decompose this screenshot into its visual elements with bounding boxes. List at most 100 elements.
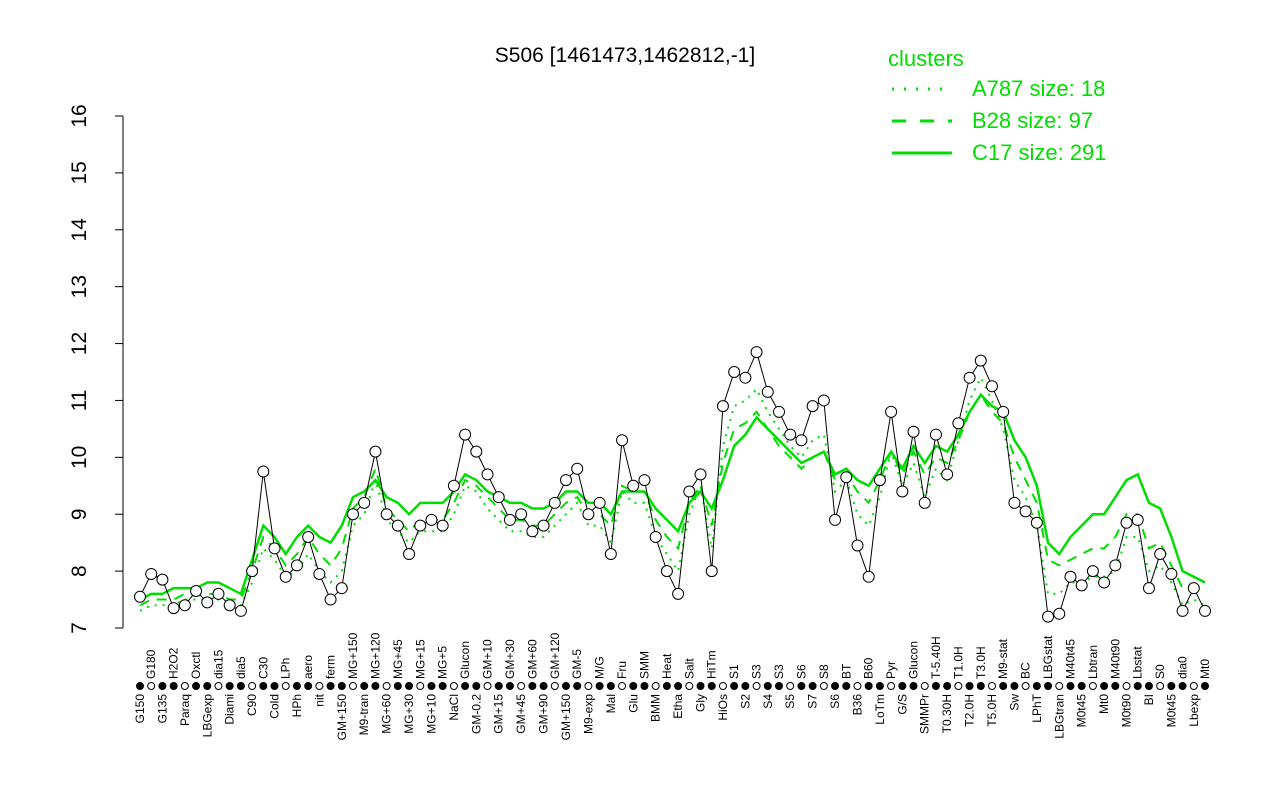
rug-point	[909, 682, 918, 690]
data-point	[716, 400, 729, 413]
rug-point	[505, 682, 514, 690]
rug-point	[763, 682, 772, 690]
data-point	[638, 474, 651, 487]
data-point	[593, 496, 606, 509]
rug-point	[786, 682, 795, 690]
data-point	[1199, 604, 1211, 617]
data-point	[414, 519, 427, 532]
rug-point	[281, 682, 290, 690]
x-tick-label: M/G	[593, 656, 607, 679]
x-tick-label: M0t90	[1120, 694, 1134, 728]
y-tick-label: 14	[68, 218, 91, 242]
x-tick-label: T5.0H	[985, 694, 999, 727]
x-tick-label: GM+15	[492, 694, 506, 734]
x-tick-label: dia0	[1176, 656, 1190, 679]
x-tick-label: BT	[839, 663, 853, 679]
rug-point	[136, 682, 144, 690]
rug-point	[707, 682, 716, 690]
data-point	[470, 445, 483, 458]
x-tick-label: M9-exp	[581, 694, 595, 734]
y-tick-label: 16	[68, 104, 91, 127]
x-tick-label: SMM	[637, 651, 651, 679]
rug-point	[1156, 682, 1165, 690]
data-point	[616, 434, 629, 447]
rug-point	[393, 682, 402, 690]
x-tick-label: S6	[794, 664, 808, 679]
x-tick-label: MG+150	[346, 632, 360, 679]
x-tick-label: Lbstat	[1131, 646, 1145, 679]
data-point	[672, 587, 685, 600]
rug-point	[169, 682, 178, 690]
rug-point	[304, 682, 313, 690]
x-tick-label: GM+150	[335, 694, 349, 741]
x-tick-label: S1	[727, 664, 741, 679]
rug-point	[483, 682, 492, 690]
rug-point	[640, 682, 649, 690]
x-tick-label: ferm	[324, 655, 338, 679]
data-point	[571, 462, 584, 475]
legend-entry-c17: C17 size: 291	[892, 138, 1107, 168]
x-tick-label: G180	[144, 649, 158, 679]
x-tick-label: BC	[1019, 662, 1033, 679]
y-tick-label: 9	[68, 508, 91, 520]
rug-point	[752, 682, 761, 690]
x-tick-label: Glucon	[458, 641, 472, 679]
data-point	[178, 599, 191, 612]
rug-point	[584, 682, 593, 690]
rug-point	[1133, 682, 1142, 690]
rug-point	[472, 682, 481, 690]
data-point	[627, 479, 640, 492]
legend-entry-b28: B28 size: 97	[892, 106, 1107, 136]
x-tick-label: GM+120	[548, 632, 562, 679]
rug-point	[1167, 682, 1176, 690]
data-point	[1109, 559, 1122, 572]
rug-point	[1189, 682, 1198, 690]
data-point	[537, 519, 550, 532]
rug-point	[416, 682, 425, 690]
rug-point	[405, 682, 414, 690]
rug-point	[696, 682, 705, 690]
data-point	[234, 604, 247, 617]
x-tick-label: M40t90	[1108, 639, 1122, 679]
series-line-b28	[139, 392, 1206, 607]
x-tick-label: S3	[750, 664, 764, 679]
data-point	[829, 513, 842, 526]
x-tick-label: MG+5	[436, 646, 450, 679]
data-point	[403, 548, 416, 561]
x-tick-label: M9-tran	[357, 694, 371, 735]
data-point	[369, 445, 382, 458]
x-tick-label: M0t45	[1075, 694, 1089, 728]
data-point	[907, 425, 920, 438]
x-tick-label: MG+15	[413, 639, 427, 679]
x-tick-label: B36	[850, 694, 864, 716]
legend-label: A787 size: 18	[972, 76, 1106, 101]
rug-point	[853, 682, 862, 690]
rug-point	[875, 682, 884, 690]
x-tick-label: dia15	[211, 649, 225, 679]
rug-point	[427, 682, 436, 690]
rug-point	[315, 682, 324, 690]
y-tick-label: 10	[68, 446, 91, 469]
legend: clusters A787 size: 18 B28 size: 97 C17 …	[888, 46, 1107, 168]
data-point	[873, 474, 886, 487]
data-point	[952, 417, 965, 430]
data-point	[481, 468, 494, 481]
data-point	[279, 570, 292, 583]
rug-point	[1178, 682, 1187, 690]
rug-point	[819, 682, 828, 690]
x-tick-label: C30	[256, 657, 270, 679]
data-point	[739, 371, 752, 384]
rug-point	[214, 682, 223, 690]
rug-point	[550, 682, 559, 690]
data-point	[1120, 516, 1133, 529]
data-point	[683, 485, 696, 498]
rug-point	[1144, 682, 1153, 690]
x-tick-label: S8	[817, 664, 831, 679]
data-point	[862, 570, 875, 583]
data-point	[1064, 570, 1077, 583]
legend-title: clusters	[888, 46, 964, 71]
rug-point	[931, 682, 940, 690]
x-tick-label: M40t45	[1063, 639, 1077, 679]
data-point	[391, 519, 404, 532]
